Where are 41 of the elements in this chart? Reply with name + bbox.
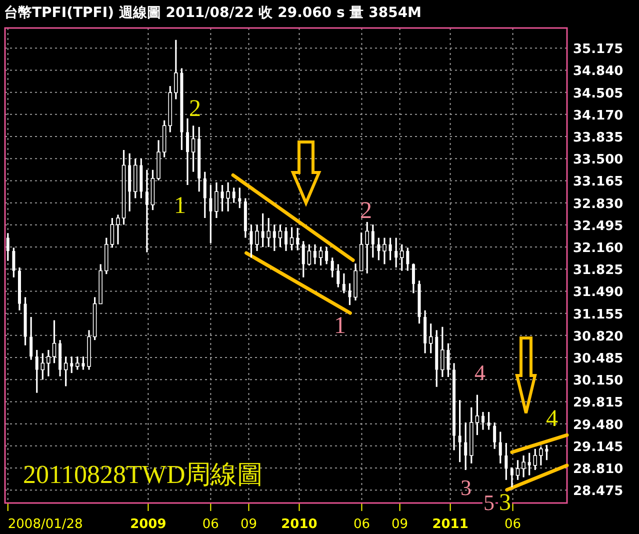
xtick: 06	[353, 517, 370, 532]
ytick: 28.475	[573, 484, 624, 500]
xtick: 09	[240, 517, 258, 532]
ytick: 33.165	[573, 174, 624, 190]
ytick: 33.500	[573, 152, 624, 168]
title: 台幣TPFI(TPFI) 週線圖 2011/08/22 收 29.060 s 量 3854M	[4, 5, 422, 21]
ytick: 31.825	[573, 263, 624, 278]
xtick: 2011	[432, 517, 468, 532]
ytick: 33.835	[573, 130, 624, 146]
ytick: 32.830	[573, 196, 624, 212]
annotation: 1	[334, 313, 346, 339]
ytick: 28.810	[573, 462, 624, 478]
xtick: 06	[504, 517, 522, 532]
annotation: 5	[484, 490, 494, 515]
xtick: 06	[202, 517, 219, 532]
ytick: 29.145	[573, 440, 624, 455]
annotation: 3	[499, 490, 511, 516]
ytick: 35.175	[573, 42, 624, 58]
ytick: 30.150	[573, 374, 624, 389]
ytick: 34.170	[573, 108, 624, 124]
ytick: 30.485	[573, 352, 624, 367]
annotation: 3	[460, 475, 472, 500]
ytick: 30.820	[573, 329, 624, 344]
annotation: 2	[360, 198, 372, 224]
xtick: 2008/01/28	[8, 517, 83, 532]
xtick: 2009	[130, 517, 166, 532]
ytick: 29.815	[573, 396, 624, 411]
ytick: 31.490	[573, 285, 624, 300]
annotation: 2	[189, 96, 201, 122]
annotation: 20110828TWD周線圖	[23, 460, 264, 489]
ytick: 32.495	[573, 218, 624, 234]
ytick: 29.480	[573, 418, 624, 433]
xtick: 09	[392, 517, 408, 532]
ytick: 34.840	[573, 64, 624, 80]
ytick: 31.155	[573, 307, 624, 322]
xtick: 2010	[281, 517, 318, 532]
ytick: 32.160	[573, 241, 624, 256]
ytick: 34.505	[573, 86, 624, 102]
annotation: 1	[174, 193, 186, 219]
annotation: 4	[546, 406, 558, 432]
annotation: 4	[474, 360, 486, 385]
